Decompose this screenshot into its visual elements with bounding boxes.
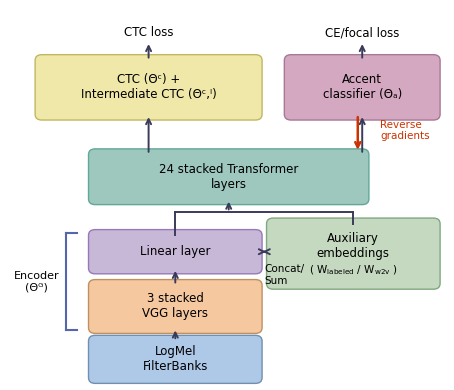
FancyBboxPatch shape	[89, 280, 262, 333]
Text: Linear layer: Linear layer	[140, 245, 211, 258]
Text: CTC loss: CTC loss	[124, 26, 173, 39]
Text: Concat/
Sum: Concat/ Sum	[264, 264, 305, 285]
FancyBboxPatch shape	[89, 149, 369, 205]
Text: CTC (Θᶜ) +
Intermediate CTC (Θᶜ,ᴵ): CTC (Θᶜ) + Intermediate CTC (Θᶜ,ᴵ)	[81, 73, 217, 101]
Text: CE/focal loss: CE/focal loss	[325, 26, 400, 39]
FancyBboxPatch shape	[89, 335, 262, 383]
Text: LogMel
FilterBanks: LogMel FilterBanks	[143, 346, 208, 373]
FancyBboxPatch shape	[284, 55, 440, 120]
Text: Encoder
(Θᴳ): Encoder (Θᴳ)	[14, 271, 59, 292]
Text: ( $\mathregular{W_{labeled}}$ / $\mathregular{W_{w2v}}$ ): ( $\mathregular{W_{labeled}}$ / $\mathre…	[309, 264, 398, 277]
FancyBboxPatch shape	[89, 230, 262, 274]
FancyBboxPatch shape	[266, 218, 440, 289]
Text: 24 stacked Transformer
layers: 24 stacked Transformer layers	[159, 163, 298, 191]
FancyBboxPatch shape	[35, 55, 262, 120]
Text: Reverse
gradients: Reverse gradients	[380, 120, 429, 142]
Text: Auxiliary: Auxiliary	[327, 232, 379, 245]
Text: embeddings: embeddings	[317, 247, 390, 260]
Text: 3 stacked
VGG layers: 3 stacked VGG layers	[142, 292, 208, 321]
Text: Accent
classifier (Θₐ): Accent classifier (Θₐ)	[323, 73, 402, 101]
